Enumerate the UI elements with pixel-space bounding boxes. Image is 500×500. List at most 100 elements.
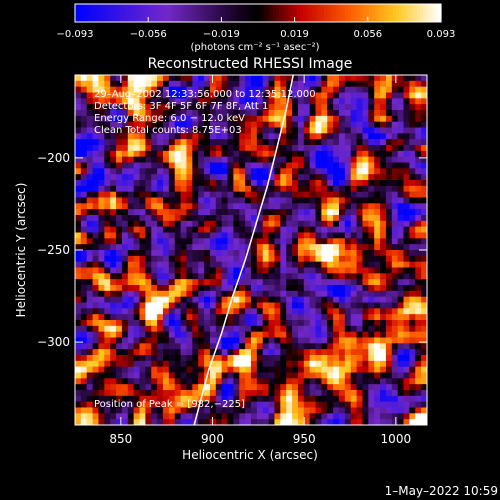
heatmap-cell (333, 110, 340, 117)
heatmap-cell (239, 185, 246, 193)
heatmap-cell (339, 378, 346, 385)
heatmap-cell (98, 244, 105, 251)
heatmap-cell (239, 273, 246, 280)
heatmap-cell (198, 115, 205, 123)
heatmap-cell (327, 372, 334, 379)
heatmap-cell (245, 337, 252, 344)
heatmap-cell (315, 209, 322, 216)
heatmap-cell (92, 150, 99, 158)
heatmap-cell (180, 250, 187, 257)
heatmap-cell (251, 139, 258, 146)
heatmap-cell (309, 209, 317, 216)
heatmap-cell (174, 150, 182, 158)
heatmap-cell (309, 145, 317, 152)
heatmap-cell (268, 75, 275, 82)
heatmap-cell (327, 255, 334, 263)
heatmap-cell (421, 150, 428, 158)
heatmap-cell (151, 150, 158, 158)
heatmap-cell (251, 302, 258, 309)
heatmap-cell (110, 250, 117, 257)
heatmap-cell (368, 80, 375, 88)
heatmap-cell (174, 75, 182, 82)
heatmap-cell (186, 244, 193, 251)
heatmap-cell (380, 355, 387, 362)
heatmap-cell (145, 92, 152, 99)
heatmap-cell (186, 395, 193, 403)
heatmap-cell (421, 285, 428, 292)
heatmap-cell (80, 150, 88, 158)
heatmap-cell (98, 366, 105, 373)
heatmap-cell (403, 75, 410, 82)
heatmap-cell (121, 378, 129, 385)
heatmap-cell (116, 302, 123, 309)
heatmap-cell (186, 75, 193, 82)
heatmap-cell (233, 390, 240, 397)
heatmap-cell (215, 273, 223, 280)
heatmap-cell (174, 220, 182, 228)
heatmap-cell (368, 127, 375, 134)
heatmap-cell (75, 366, 82, 373)
heatmap-cell (221, 308, 229, 315)
heatmap-cell (251, 127, 258, 134)
heatmap-cell (251, 320, 258, 327)
heatmap-cell (110, 145, 117, 152)
heatmap-cell (350, 185, 358, 193)
heatmap-cell (251, 308, 258, 315)
heatmap-cell (227, 320, 234, 327)
heatmap-cell (339, 290, 346, 298)
heatmap-cell (209, 267, 217, 274)
heatmap-cell (315, 168, 322, 175)
heatmap-cell (239, 139, 246, 146)
heatmap-cell (397, 197, 405, 204)
heatmap-cell (356, 419, 363, 426)
heatmap-cell (245, 401, 252, 408)
heatmap-cell (186, 185, 193, 193)
heatmap-cell (251, 366, 258, 373)
heatmap-cell (374, 121, 381, 128)
heatmap-cell (339, 355, 346, 362)
heatmap-cell (163, 180, 170, 187)
heatmap-cell (174, 98, 182, 105)
heatmap-cell (356, 168, 363, 175)
heatmap-cell (215, 407, 223, 414)
heatmap-cell (180, 273, 187, 280)
heatmap-cell (233, 343, 240, 350)
heatmap-cell (368, 343, 375, 350)
heatmap-cell (339, 395, 346, 403)
heatmap-cell (204, 203, 211, 210)
heatmap-cell (127, 75, 135, 82)
heatmap-cell (397, 390, 405, 397)
heatmap-cell (168, 127, 176, 134)
heatmap-cell (116, 308, 123, 315)
heatmap-cell (80, 145, 88, 152)
heatmap-cell (133, 238, 141, 245)
heatmap-cell (104, 127, 111, 134)
heatmap-cell (192, 360, 199, 368)
heatmap-cell (227, 296, 234, 303)
heatmap-cell (421, 75, 428, 82)
heatmap-cell (297, 156, 305, 163)
heatmap-cell (157, 115, 164, 123)
annotation-time-range: 29–Aug–2002 12:33:56.000 to 12:35:12.000 (94, 89, 316, 100)
heatmap-cell (409, 296, 416, 303)
heatmap-cell (397, 220, 405, 228)
heatmap-cell (256, 226, 264, 233)
heatmap-cell (385, 279, 393, 286)
heatmap-cell (274, 419, 281, 426)
heatmap-cell (245, 314, 252, 321)
heatmap-cell (391, 197, 399, 204)
heatmap-cell (204, 209, 211, 216)
heatmap-cell (75, 80, 82, 88)
colorbar-segment (366, 4, 370, 22)
heatmap-cell (86, 191, 94, 198)
heatmap-cell (227, 86, 234, 93)
heatmap-cell (380, 215, 387, 222)
heatmap-cell (368, 378, 375, 385)
heatmap-cell (309, 372, 317, 379)
heatmap-cell (86, 168, 94, 175)
heatmap-cell (397, 366, 405, 373)
heatmap-cell (303, 86, 311, 93)
heatmap-cell (344, 203, 352, 210)
heatmap-cell (409, 331, 416, 338)
heatmap-cell (127, 98, 135, 105)
